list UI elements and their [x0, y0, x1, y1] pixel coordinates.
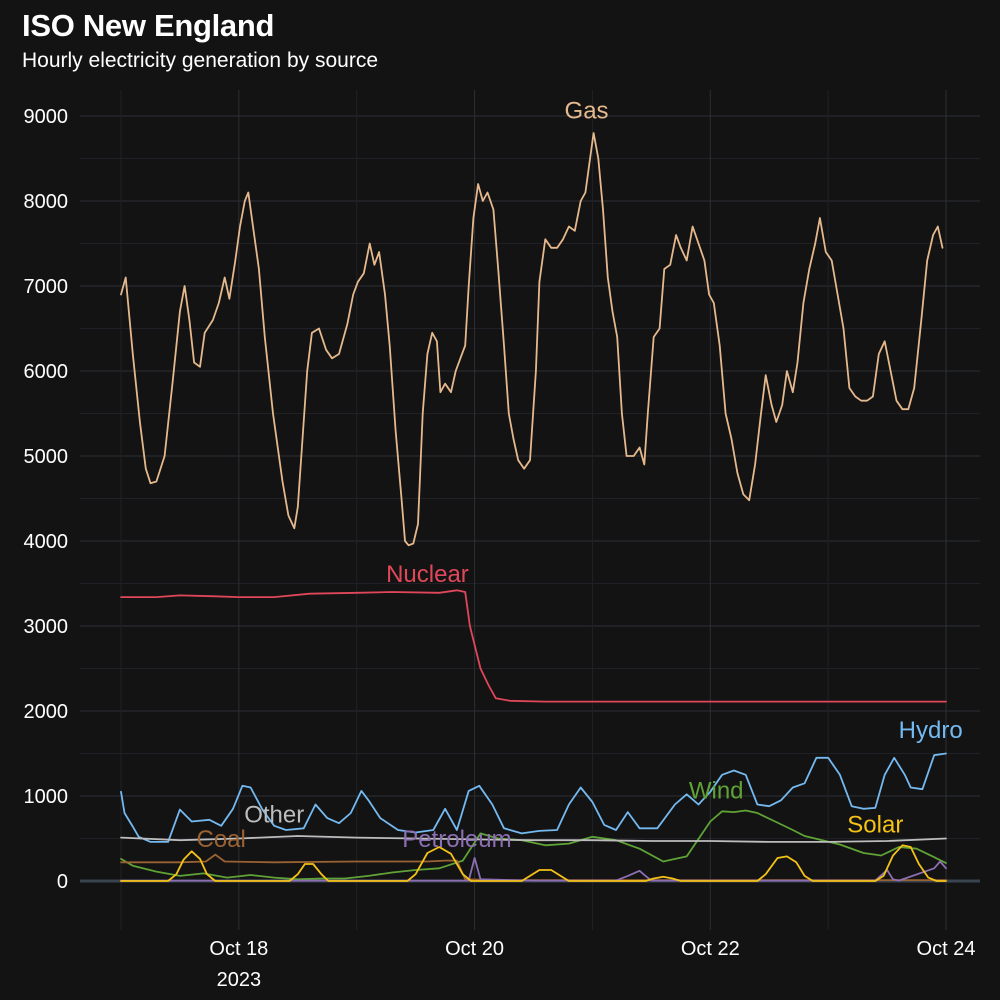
- axes: 0 1000 2000 3000 4000 5000 6000 7000 8000 9000 Oct…: [24, 106, 976, 991]
- y-tick-label: 0: [57, 871, 68, 893]
- series-line-solar: [120, 844, 947, 882]
- x-tick-label: Oct 22: [681, 938, 740, 960]
- y-tick-label: 6000: [24, 361, 69, 383]
- series-label-coal: Coal: [197, 826, 246, 853]
- series-label-solar: Solar: [847, 812, 903, 839]
- chart-title: ISO New England: [22, 8, 275, 43]
- series-label-nuclear: Nuclear: [386, 561, 469, 588]
- y-tick-label: 3000: [24, 616, 69, 638]
- y-tick-label: 9000: [24, 106, 69, 128]
- series-label-hydro: Hydro: [899, 717, 963, 744]
- grid: [80, 90, 980, 930]
- series-label-gas: Gas: [565, 98, 609, 125]
- series-line-nuclear: [120, 589, 947, 703]
- x-tick-label: Oct 18: [209, 938, 268, 960]
- series-line-hydro: [120, 752, 947, 843]
- series-line-gas: [120, 132, 944, 547]
- y-tick-label: 5000: [24, 446, 69, 468]
- y-tick-label: 1000: [24, 786, 69, 808]
- y-tick-label: 8000: [24, 191, 69, 213]
- series-line-petroleum: [120, 857, 947, 882]
- series-label-petroleum: Petroleum: [402, 826, 511, 853]
- x-tick-label: Oct 20: [445, 938, 504, 960]
- y-tick-label: 4000: [24, 531, 69, 553]
- series-lines: [120, 132, 947, 882]
- x-tick-sublabel: 2023: [217, 969, 262, 991]
- y-tick-label: 2000: [24, 701, 69, 723]
- series-label-other: Other: [244, 801, 304, 828]
- series-line-other: [120, 835, 947, 843]
- y-tick-label: 7000: [24, 276, 69, 298]
- x-tick-label: Oct 24: [917, 938, 976, 960]
- chart-subtitle: Hourly electricity generation by source: [22, 49, 378, 72]
- series-label-wind: Wind: [689, 778, 744, 805]
